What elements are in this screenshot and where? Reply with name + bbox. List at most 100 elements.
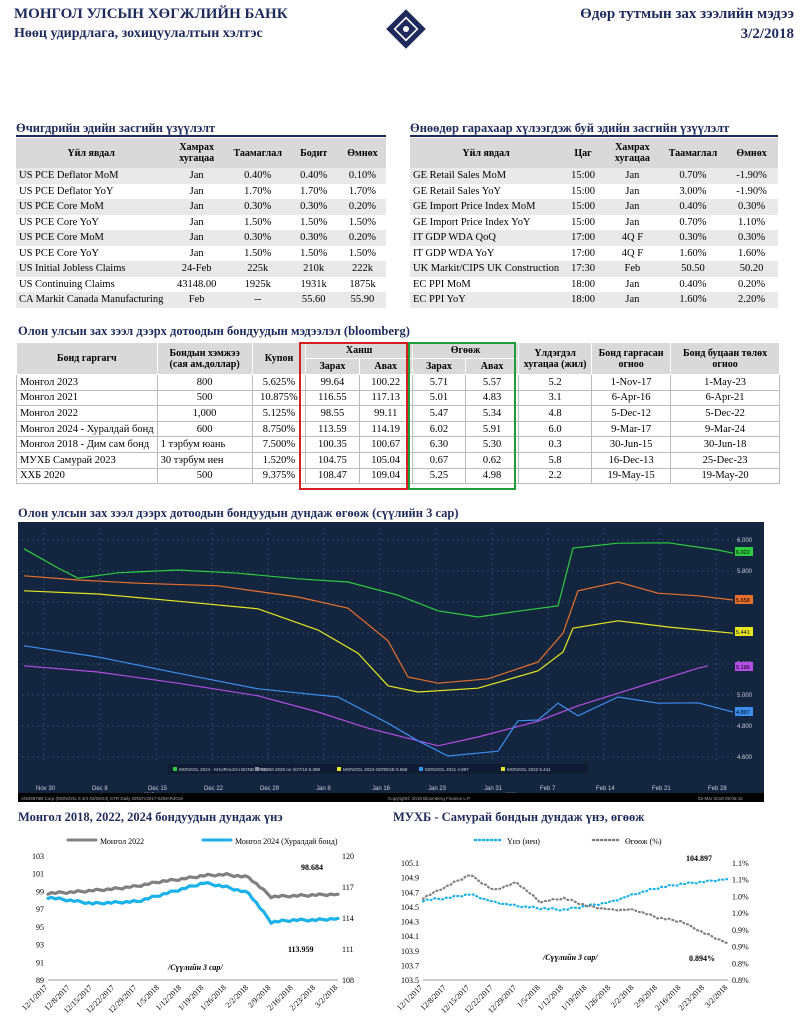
bloomberg-yield-chart: Nov 30 Dec 8 Dec 15 Dec 22 Dec 29 Jan 8 Jan 16…: [18, 522, 764, 802]
x-tick-label: Jan 16: [372, 786, 391, 792]
table-cell: 0.30%: [725, 199, 778, 215]
table-cell: IT GDP WDA YoY: [413, 247, 495, 259]
table-cell: 0.20%: [338, 230, 386, 246]
table-cell: 0.20%: [737, 278, 766, 290]
table-cell: 50.20: [725, 261, 778, 277]
y-tick-label-left: 91: [36, 958, 44, 967]
table-cell: 1.50%: [244, 247, 272, 259]
table-cell: Монгол 2023: [16, 374, 158, 391]
legend-label: Өгөөж (%): [625, 837, 662, 846]
x-tick-label: 3/2/2018: [703, 983, 729, 1009]
table-cell: 1.60%: [737, 247, 766, 259]
table-cell: 2.20%: [725, 292, 778, 308]
col-yield: Өгөөж: [411, 342, 520, 359]
table-row: US PCE Core YoY Jan 1.50% 1.50% 1.50%: [16, 246, 386, 262]
y-tick-label-left: 105.1: [401, 859, 419, 868]
table-cell: 0.3: [518, 436, 593, 453]
table-cell: 55.60: [288, 292, 339, 308]
table-cell: Feb: [603, 261, 661, 277]
table-cell: 1.70%: [300, 185, 328, 197]
value-tag-label: 5.658: [736, 598, 750, 604]
table-cell: 8.750%: [251, 420, 307, 438]
table-cell: 2.2: [518, 467, 593, 485]
table-cell: 99.11: [358, 405, 413, 422]
footer-right: 02-Mar-2018 09:06:43: [698, 796, 743, 801]
legend-swatch: [173, 767, 177, 771]
table-cell: Jan: [166, 168, 228, 184]
table-cell: UK Markit/CIPS UK Construction: [410, 261, 563, 277]
table-row: US Continuing Claims 43148.00 1925k 1931k 18…: [16, 277, 386, 293]
table-cell: 210k: [288, 261, 339, 277]
annotation: /Сүүлийн 3 сар/: [542, 953, 598, 962]
prevcal-header-0: Үйл явдал: [16, 138, 167, 168]
table-cell: 600: [156, 420, 253, 438]
table-cell: 1.50%: [348, 247, 376, 259]
x-tick-label: Feb 28: [708, 786, 727, 792]
series-line: [46, 871, 340, 900]
table-cell: 0.40%: [660, 199, 726, 215]
col-yield-ask: Авах: [465, 358, 520, 375]
table-cell: IT GDP WDA QoQ: [410, 230, 563, 246]
x-tick-label: Feb 14: [596, 786, 615, 792]
table-cell: 5-Dec-12: [591, 405, 672, 422]
col-issue-date: Бонд гаргасан огноо: [591, 342, 672, 375]
footer-left: ANS5976B Corp (MONGOL 8 3/4 03/09/24) GT…: [21, 796, 183, 801]
nextcal-header-3: Таамаглал: [660, 138, 726, 168]
table-cell: 1875k: [349, 278, 376, 290]
table-cell: 4.98: [465, 467, 520, 485]
y-tick-label-left: 104.5: [401, 903, 419, 912]
table-cell: US Continuing Claims: [19, 278, 115, 290]
table-cell: 1,000: [156, 405, 253, 422]
table-cell: Jan: [189, 247, 204, 259]
next-calendar-rule: [410, 135, 778, 137]
series-line-mongol2022: [23, 665, 709, 747]
table-row: GE Retail Sales YoY 15:00 Jan 3.00% -1.90%: [410, 184, 778, 200]
table-cell: Jan: [625, 278, 640, 290]
table-cell: 19-May-20: [670, 467, 780, 485]
table-cell: 222k: [338, 261, 386, 277]
table-cell: US PCE Deflator MoM: [16, 168, 167, 184]
y-tick-label-left: 104.3: [401, 918, 419, 927]
legend-strip: [168, 764, 588, 774]
y-tick-label-left: 89: [36, 976, 44, 985]
table-cell: 0.30%: [227, 199, 289, 215]
x-tick-label: 3/2/2018: [313, 983, 339, 1009]
table-cell: Jan: [603, 199, 661, 215]
prevcal-header-3: Бодит: [288, 138, 339, 168]
table-cell: Jan: [189, 185, 204, 197]
table-cell: US Initial Jobless Claims: [16, 261, 167, 277]
nextcal-header-2: Хамрах хугацаа: [603, 138, 661, 168]
table-cell: -1.90%: [736, 185, 767, 197]
table-cell: 109.04: [358, 467, 413, 485]
y-tick-label-left: 103.5: [401, 976, 419, 985]
y-tick-label-left: 103.9: [401, 947, 419, 956]
y-tick-label-left: 97: [36, 905, 44, 914]
table-cell: -1.90%: [725, 168, 778, 184]
x-tick-label: Nov 30: [36, 786, 56, 792]
series-line: [46, 880, 340, 926]
table-cell: 5.625%: [251, 374, 307, 391]
value-tag: [735, 662, 753, 671]
table-cell: 1.520%: [251, 451, 307, 469]
table-cell: GE Retail Sales YoY: [413, 185, 502, 197]
value-tag: [735, 547, 753, 556]
yield-highlight-box: [408, 342, 516, 490]
table-cell: 9-Mar-17: [591, 420, 672, 438]
table-cell: US PCE Core MoM: [16, 199, 167, 215]
x-tick-label: Jan 31: [484, 786, 503, 792]
legend-label: Монгол 2024 (Хуралдай бонд): [235, 837, 338, 846]
table-cell: 4.8: [518, 405, 593, 422]
table-cell: US PCE Core YoY: [19, 247, 99, 259]
table-cell: 3.00%: [679, 185, 707, 197]
col-price-bid: Зарах: [305, 358, 360, 375]
table-cell: 1.60%: [679, 247, 707, 259]
value-tag: [735, 595, 753, 604]
table-row: US PCE Core MoM Jan 0.30% 0.30% 0.20%: [16, 230, 386, 246]
y-tick-label-right: 108: [342, 976, 354, 985]
y-tick-label-left: 104.9: [401, 874, 419, 883]
table-cell: Монгол 2024 - Хурaлдай бонд: [16, 420, 158, 438]
table-cell: Jan: [166, 199, 228, 215]
table-cell: 0.40%: [288, 168, 339, 184]
col-duration: Үлдэгдэл хугацаа (жил): [518, 342, 593, 375]
table-cell: 1.10%: [737, 216, 766, 228]
